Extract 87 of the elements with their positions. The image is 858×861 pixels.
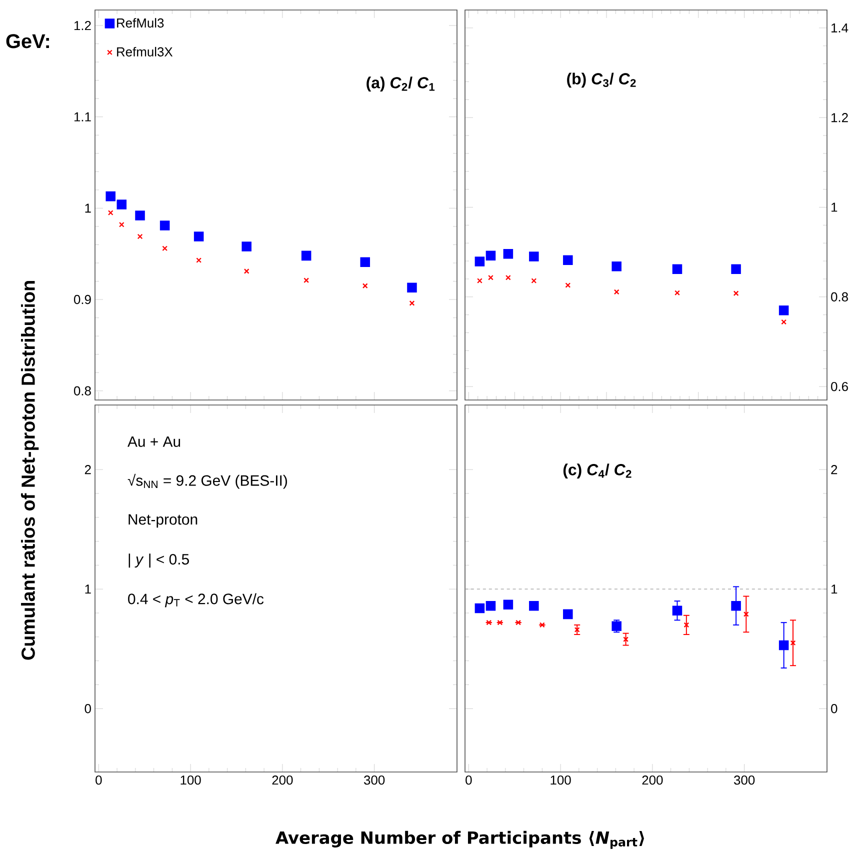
point: [486, 620, 492, 626]
point: [242, 242, 252, 252]
point: [362, 283, 368, 289]
point: [118, 222, 124, 228]
y-tick-label: 0: [831, 704, 838, 714]
text: (b) C$_{3}$/ C$_{2}$: [567, 72, 636, 88]
annotation: √s$_{NN}$ = 9.2 GeV (BES-II): [128, 474, 287, 489]
y-tick-label: 1.2: [832, 113, 848, 122]
point: [137, 234, 143, 240]
annotation: | y | < 0.5: [128, 554, 189, 568]
point: [781, 319, 787, 325]
y-tick-label: 1.1: [74, 112, 91, 122]
x-tick-label: 200: [642, 776, 663, 785]
legend-label: RefMul3: [117, 18, 164, 28]
point: [194, 232, 204, 242]
point: [672, 264, 682, 274]
point: [612, 262, 622, 272]
annotation: Au + Au: [128, 436, 180, 447]
y-tick-label: 0.8: [831, 292, 848, 302]
point: [614, 289, 620, 295]
y-tick-label: 1.2: [74, 20, 91, 30]
point: [529, 252, 539, 262]
point: [196, 258, 202, 263]
x-tick-label: 0: [466, 776, 472, 785]
point: [116, 200, 127, 210]
point: [488, 274, 494, 280]
annotation: 0.4 < p$_{T}$ < 2.0 GeV/c: [128, 593, 264, 608]
point: [304, 278, 310, 284]
legend-label: Refmul3X: [117, 46, 173, 56]
point: [409, 300, 415, 306]
y-axis-title: Cumulant ratios of Net-proton Distribution: [21, 281, 39, 660]
point: [731, 264, 741, 274]
point: [162, 246, 168, 252]
point: [516, 620, 522, 626]
y-tick-label: 0: [84, 704, 91, 714]
y-tick-label: 2: [84, 465, 91, 474]
y-tick-label: 1.4: [832, 23, 848, 32]
text: (c) C$_{4}$/ C$_{2}$: [563, 464, 632, 478]
annotation: Net-proton: [128, 514, 198, 528]
point: [563, 609, 573, 620]
point: [778, 305, 789, 316]
point: [474, 603, 485, 614]
point: [135, 210, 145, 220]
y-tick-label: 1: [85, 204, 91, 213]
y-tick-label: 1: [832, 202, 838, 212]
point: [106, 191, 116, 202]
point: [360, 257, 370, 267]
point: [731, 600, 741, 611]
point: [623, 636, 628, 642]
point: [476, 278, 482, 284]
y-tick-label: 1: [832, 584, 838, 594]
x-tick-label: 300: [364, 776, 385, 785]
point: [301, 250, 312, 261]
x-axis-title: Average Number of Participants ⟨N$_{part}$⟩: [276, 830, 644, 849]
point: [778, 640, 789, 650]
point: [733, 290, 739, 296]
point: [497, 620, 503, 626]
point: [474, 256, 485, 266]
point: [244, 268, 250, 274]
point: [565, 282, 571, 288]
point: [503, 600, 514, 610]
point: [574, 627, 580, 632]
point: [486, 600, 496, 611]
point: [529, 600, 539, 611]
text: (a) C$_{2}$/ C$_{1}$: [366, 76, 435, 92]
y-tick-label: 2: [831, 465, 838, 474]
y-tick-label: 0.9: [74, 294, 91, 304]
text: GeV:: [6, 34, 49, 48]
point: [563, 255, 573, 266]
point: [539, 622, 545, 628]
x-tick-label: 200: [272, 776, 293, 785]
point: [674, 290, 680, 296]
point: [531, 278, 537, 284]
y-tick-label: 0.6: [831, 382, 848, 392]
y-tick-label: 0.8: [74, 386, 91, 396]
y-tick-label: 1: [85, 584, 91, 594]
point: [108, 210, 114, 216]
point: [486, 250, 496, 261]
point: [503, 248, 514, 259]
x-tick-label: 300: [734, 776, 755, 785]
point: [505, 274, 511, 280]
point: [160, 220, 170, 230]
x-tick-label: 0: [96, 776, 102, 785]
x-tick-label: 100: [550, 776, 571, 785]
point: [672, 606, 682, 616]
point: [407, 282, 417, 293]
x-tick-label: 100: [180, 776, 201, 785]
